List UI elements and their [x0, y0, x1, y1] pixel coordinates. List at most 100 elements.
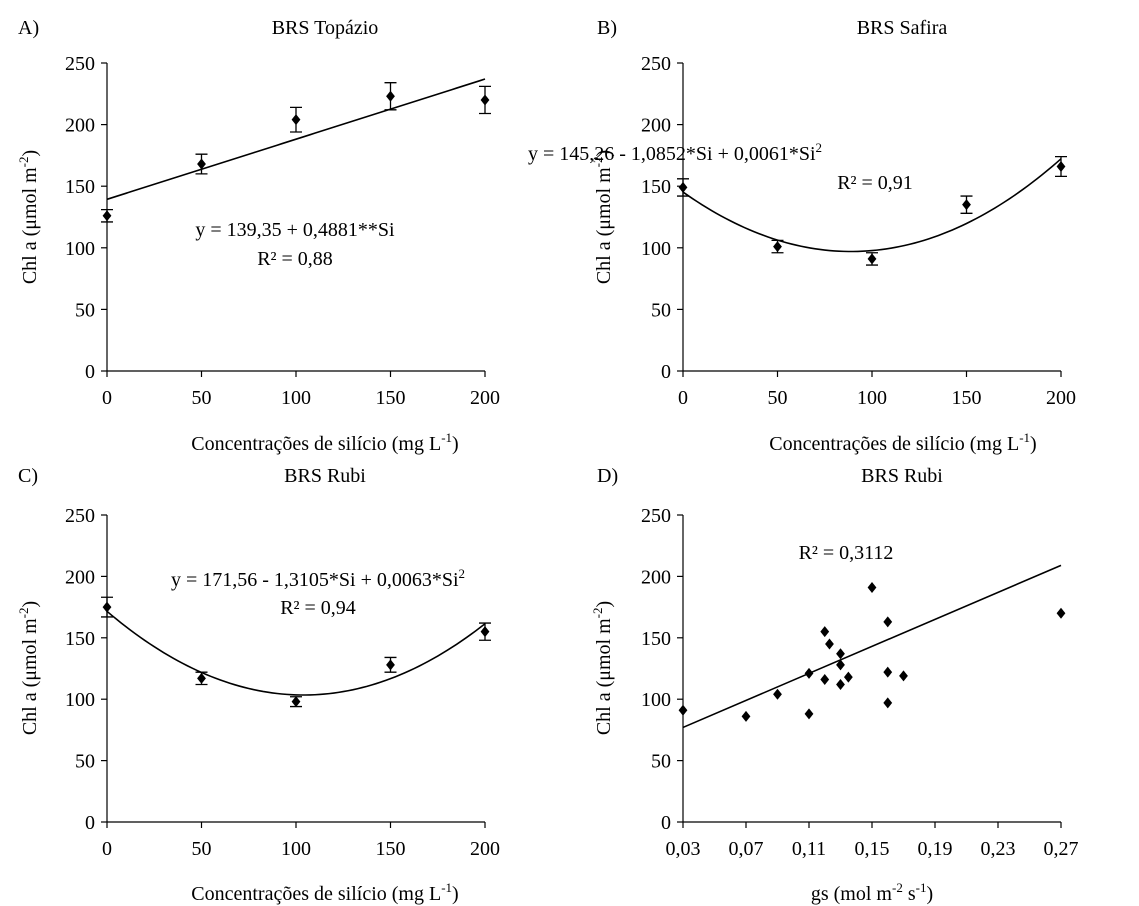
- data-point: [102, 210, 112, 222]
- panel-letter: C): [18, 465, 38, 487]
- y-tick-label: 200: [641, 566, 671, 588]
- x-tick-label: 0: [102, 838, 112, 860]
- x-tick-label: 0,03: [666, 838, 701, 860]
- trend-line: [682, 564, 1062, 729]
- trend-line: [106, 78, 486, 201]
- chart-panel-a: A) BRS Topázio 0 50 100 150 200 250 0 50 100 150 200…: [16, 17, 500, 455]
- chart-title: BRS Rubi: [861, 465, 943, 487]
- x-tick-label: 0,11: [792, 838, 826, 860]
- data-point: [773, 241, 782, 253]
- chart-panel-b: B) BRS Safira 0 50 100 150 200 250 0 50 100 150 200 y…: [528, 17, 1076, 455]
- data-point: [773, 688, 782, 700]
- equation-text: R² = 0,94: [280, 597, 356, 619]
- y-tick-label: 50: [75, 751, 95, 773]
- data-point: [836, 648, 845, 660]
- y-tick-label: 100: [65, 238, 95, 260]
- data-point: [883, 666, 893, 678]
- y-tick-label: 150: [641, 628, 671, 650]
- panel-letter: A): [18, 17, 39, 39]
- x-tick-label: 0: [678, 387, 688, 409]
- equation-text: y = 171,56 - 1,3105*Si + 0,0063*Si2: [171, 566, 465, 591]
- x-tick-label: 50: [768, 387, 788, 409]
- data-point: [678, 704, 688, 716]
- y-tick-label: 100: [65, 689, 95, 711]
- y-tick-label: 200: [65, 566, 95, 588]
- x-axis-label: Concentrações de silício (mg L-1): [191, 430, 458, 455]
- x-tick-label: 150: [952, 387, 982, 409]
- x-tick-label: 0,23: [981, 838, 1016, 860]
- y-axis-label: Chl a (μmol m-2): [16, 601, 41, 735]
- data-point: [386, 659, 395, 671]
- trend-line: [106, 610, 486, 696]
- data-point: [962, 199, 971, 211]
- x-tick-label: 100: [281, 387, 311, 409]
- equation-text: R² = 0,91: [837, 172, 913, 194]
- chart-title: BRS Topázio: [272, 17, 379, 39]
- x-tick-label: 0,19: [918, 838, 953, 860]
- x-tick-label: 0: [102, 387, 112, 409]
- y-tick-label: 100: [641, 238, 671, 260]
- data-point: [197, 672, 206, 684]
- data-point: [883, 697, 893, 709]
- data-point: [820, 674, 830, 686]
- x-tick-label: 0,07: [729, 838, 764, 860]
- chart-panel-c: C) BRS Rubi 0 50 100 150 200 250 0 50 100 150 200 y =…: [16, 465, 500, 905]
- data-point: [825, 638, 834, 650]
- x-tick-label: 200: [470, 838, 500, 860]
- data-point: [480, 94, 490, 106]
- data-point: [820, 626, 830, 638]
- y-tick-label: 200: [65, 115, 95, 137]
- data-point: [867, 581, 877, 593]
- data-point: [899, 670, 908, 682]
- x-tick-label: 200: [1046, 387, 1076, 409]
- data-point: [291, 696, 301, 708]
- data-point: [291, 114, 301, 126]
- data-point: [102, 601, 112, 613]
- equation-text: R² = 0,3112: [799, 542, 894, 564]
- y-tick-label: 50: [651, 751, 671, 773]
- chart-title: BRS Safira: [857, 17, 948, 39]
- y-tick-label: 50: [75, 299, 95, 321]
- x-tick-label: 150: [376, 838, 406, 860]
- y-tick-label: 150: [65, 628, 95, 650]
- data-point: [836, 659, 845, 671]
- data-point: [678, 181, 688, 193]
- x-tick-label: 50: [192, 387, 212, 409]
- x-tick-label: 0,27: [1044, 838, 1079, 860]
- data-point: [1056, 607, 1066, 619]
- data-point: [1056, 160, 1066, 172]
- y-tick-label: 250: [641, 505, 671, 527]
- y-tick-label: 50: [651, 299, 671, 321]
- x-tick-label: 50: [192, 838, 212, 860]
- x-tick-label: 0,15: [855, 838, 890, 860]
- chart-title: BRS Rubi: [284, 465, 366, 487]
- x-axis-label: Concentrações de silício (mg L-1): [769, 430, 1036, 455]
- x-axis-label: Concentrações de silício (mg L-1): [191, 880, 458, 905]
- trend-line: [682, 158, 1062, 253]
- y-tick-label: 0: [661, 361, 671, 383]
- data-point: [804, 667, 814, 679]
- data-point: [867, 253, 877, 265]
- y-axis-label: Chl a (μmol m-2): [16, 150, 41, 284]
- chart-panel-d: D) BRS Rubi 0 50 100 150 200 250 0,03 0,07 0,11 0,1…: [590, 465, 1079, 905]
- x-axis-label: gs (mol m-2 s-1): [811, 880, 933, 905]
- x-tick-label: 100: [281, 838, 311, 860]
- data-point: [741, 710, 751, 722]
- x-tick-label: 200: [470, 387, 500, 409]
- y-tick-label: 0: [85, 812, 95, 834]
- y-tick-label: 100: [641, 689, 671, 711]
- y-tick-label: 150: [641, 176, 671, 198]
- data-point: [197, 158, 206, 170]
- y-tick-label: 250: [65, 505, 95, 527]
- data-point: [804, 708, 814, 720]
- x-tick-label: 100: [857, 387, 887, 409]
- y-tick-label: 0: [661, 812, 671, 834]
- y-tick-label: 250: [65, 53, 95, 75]
- y-tick-label: 250: [641, 53, 671, 75]
- data-point: [883, 616, 893, 628]
- equation-text: y = 139,35 + 0,4881**Si: [195, 219, 395, 241]
- panel-letter: B): [597, 17, 617, 39]
- equation-text: y = 145,26 - 1,0852*Si + 0,0061*Si2: [528, 140, 822, 165]
- data-point: [843, 671, 853, 683]
